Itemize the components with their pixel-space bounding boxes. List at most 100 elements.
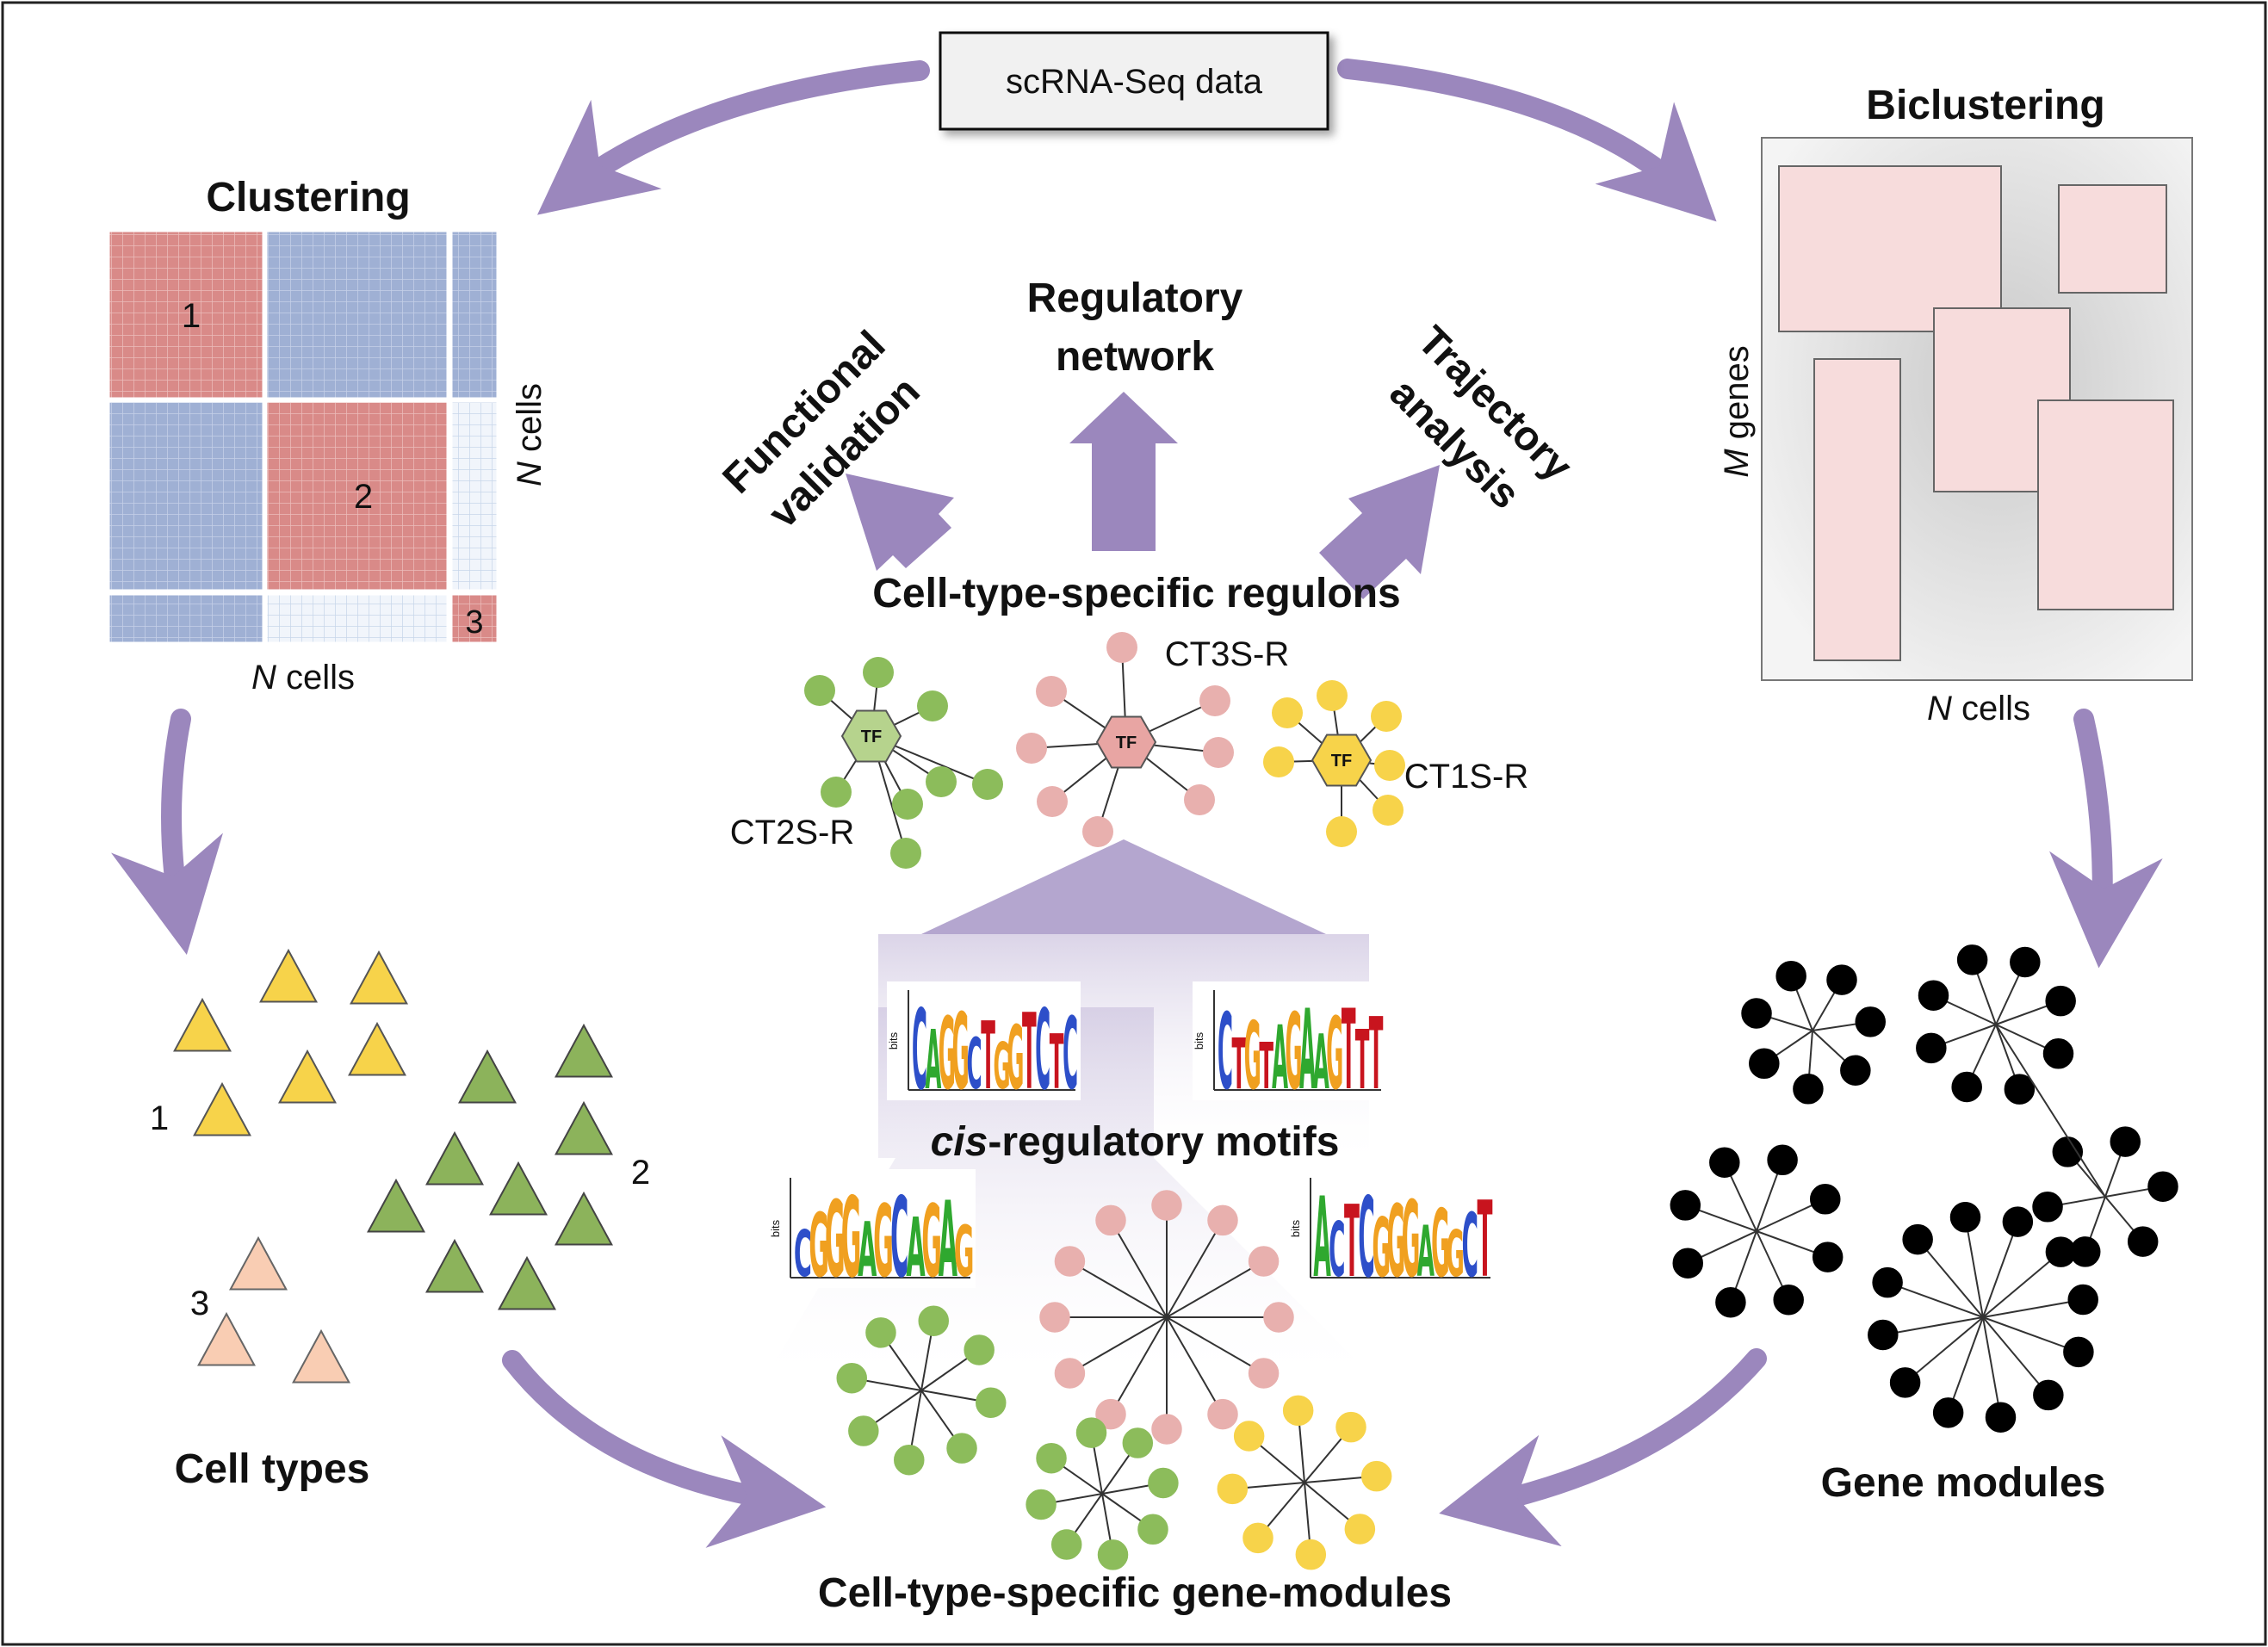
logo-letter: C (890, 1173, 908, 1302)
logo-letter: G (1244, 1003, 1261, 1111)
target-gene-node (892, 789, 923, 820)
target-gene-node (1082, 816, 1113, 847)
gene-node (1810, 1184, 1841, 1215)
target-gene-node (917, 690, 948, 721)
gene-node (1826, 964, 1857, 995)
cell-triangle (229, 1235, 288, 1291)
yellow-module (1217, 1395, 1392, 1570)
logo-letter: T (1232, 1025, 1247, 1106)
logo-axis-label: bits (887, 1031, 900, 1049)
gene-node (2045, 1236, 2077, 1267)
gene-node (1749, 1048, 1780, 1080)
gene-node (1872, 1266, 1903, 1298)
gene-node (1122, 1427, 1154, 1458)
logo-letter: G (1372, 1202, 1391, 1296)
biclustering-y-axis: M genes (1718, 345, 1756, 477)
logo-letter: T (981, 1003, 995, 1111)
bicluster (2037, 399, 2174, 610)
gene-node (1207, 1398, 1238, 1430)
tf-label: TF (1331, 752, 1352, 771)
gene-node (1050, 1529, 1082, 1560)
gene-node (2127, 1226, 2159, 1257)
gene-node (2002, 1206, 2034, 1237)
edge (1982, 1221, 2019, 1318)
gene-node (1295, 1539, 1327, 1570)
clustering-y-axis: N cells (511, 383, 548, 486)
cell-triangle (367, 1178, 425, 1233)
arrow-celltypes-to-modules (502, 1350, 827, 1548)
arrow-to-cell-types (110, 709, 224, 956)
gene-node (1282, 1395, 1314, 1427)
arrow-to-functional-validation (846, 474, 954, 571)
logo-letter: G (952, 992, 970, 1113)
gene-node (1775, 960, 1806, 992)
logo-letter: T (1259, 1031, 1273, 1105)
edge (1982, 1298, 2084, 1318)
edge (1882, 1316, 1984, 1336)
edge (1166, 1316, 1224, 1415)
gene-node (1095, 1398, 1126, 1430)
gene-node (1949, 1202, 1981, 1233)
logo-letter: A (1313, 1019, 1329, 1107)
logo-letter: A (858, 1206, 877, 1294)
logo-letter: G (1007, 1009, 1024, 1110)
tf-hub (1095, 715, 1157, 769)
logo-letter: G (809, 1195, 829, 1297)
edge (1982, 1316, 2002, 1418)
cell-type-specific-modules (836, 1190, 1392, 1570)
gene-node (865, 1317, 896, 1348)
arrow-to-network (1069, 392, 1178, 551)
gene-node (1151, 1190, 1182, 1221)
target-gene-node (1326, 816, 1357, 847)
edge (1166, 1219, 1224, 1318)
logo-letter: C (1462, 1196, 1478, 1297)
cell-triangle (259, 948, 318, 1003)
bicluster (1778, 165, 2002, 332)
motifs-title: cis-regulatory motifs (931, 1119, 1340, 1165)
gene-node (918, 1305, 949, 1336)
gene-node (1097, 1539, 1129, 1570)
clustering-x-axis: N cells (251, 659, 355, 697)
logo-axis-label: bits (769, 1219, 782, 1237)
target-gene-node (1371, 701, 1402, 732)
cluster-label-1: 1 (182, 297, 201, 335)
logo-letter: A (1272, 1009, 1288, 1110)
cell-triangle (350, 950, 408, 1005)
logo-letter: G (841, 1173, 862, 1302)
logo-letter: G (1286, 992, 1303, 1113)
edge (1166, 1316, 1265, 1374)
source-label: scRNA-Seq data (1006, 63, 1263, 101)
tf-hub (1311, 734, 1373, 787)
gene-node (1918, 980, 1949, 1011)
gene-node (1855, 1006, 1886, 1037)
target-gene-node (1037, 786, 1068, 817)
edge (1947, 1316, 1984, 1414)
biclustering-panel: Biclustering N cells M genes (1718, 83, 2193, 728)
target-gene-node (1184, 784, 1215, 815)
gene-node (1263, 1302, 1294, 1333)
gene-node (1715, 1286, 1746, 1318)
tf-label: TF (1116, 734, 1137, 752)
logo-letter: A (906, 1201, 925, 1296)
logo-letter: C (794, 1218, 812, 1292)
target-gene-node (890, 838, 921, 869)
cell-triangle (292, 1328, 350, 1384)
regulon-label-ct2: CT2S-R (730, 814, 854, 851)
logo-letter: T (1050, 1019, 1064, 1107)
cell-triangle (555, 1191, 613, 1246)
gene-node (1840, 1055, 1871, 1087)
cell-triangle (173, 997, 232, 1052)
gene-module (1670, 1144, 1844, 1318)
logo-letter: C (967, 1025, 982, 1106)
gene-node (2033, 1379, 2064, 1411)
cell-triangle (555, 1100, 613, 1155)
edge (1110, 1219, 1168, 1318)
logo-letter: A (1313, 1173, 1330, 1303)
logo-letter: T (1022, 992, 1037, 1113)
logo-letter: C (1218, 992, 1233, 1113)
logo-letter: G (921, 1184, 942, 1299)
cell-triangle (348, 1021, 406, 1076)
